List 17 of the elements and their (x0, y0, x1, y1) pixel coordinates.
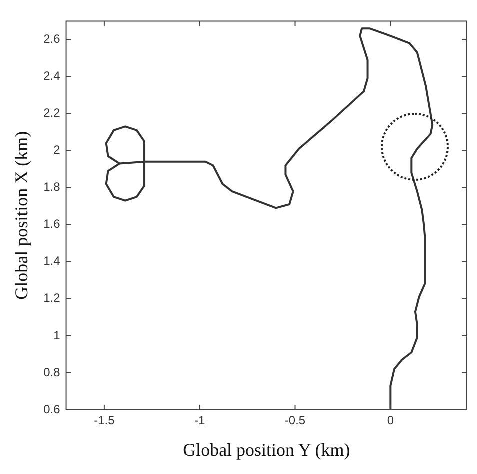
y-tick-label: 2.6 (44, 32, 61, 46)
y-tick-label: 1.6 (44, 217, 61, 232)
y-tick-label: 1 (54, 328, 61, 342)
y-tick-label: 2.2 (44, 106, 61, 120)
x-tick-label: -1 (194, 414, 206, 428)
x-axis-title: Global position Y (km) (183, 440, 350, 460)
y-tick-label: 1.8 (44, 180, 61, 194)
y-tick-label: 2.4 (44, 69, 61, 84)
y-tick-label: 0.6 (44, 402, 61, 416)
x-tick-label: -1.5 (94, 414, 116, 428)
y-tick-label: 1.2 (44, 291, 61, 306)
y-tick-label: 0.8 (44, 365, 61, 380)
y-axis-title: Global position X (km) (12, 131, 32, 300)
x-tick-label: -0.5 (284, 414, 306, 428)
y-tick-label: 2 (54, 143, 61, 158)
x-tick-label: 0 (387, 414, 394, 428)
y-tick-label: 1.4 (44, 254, 61, 268)
